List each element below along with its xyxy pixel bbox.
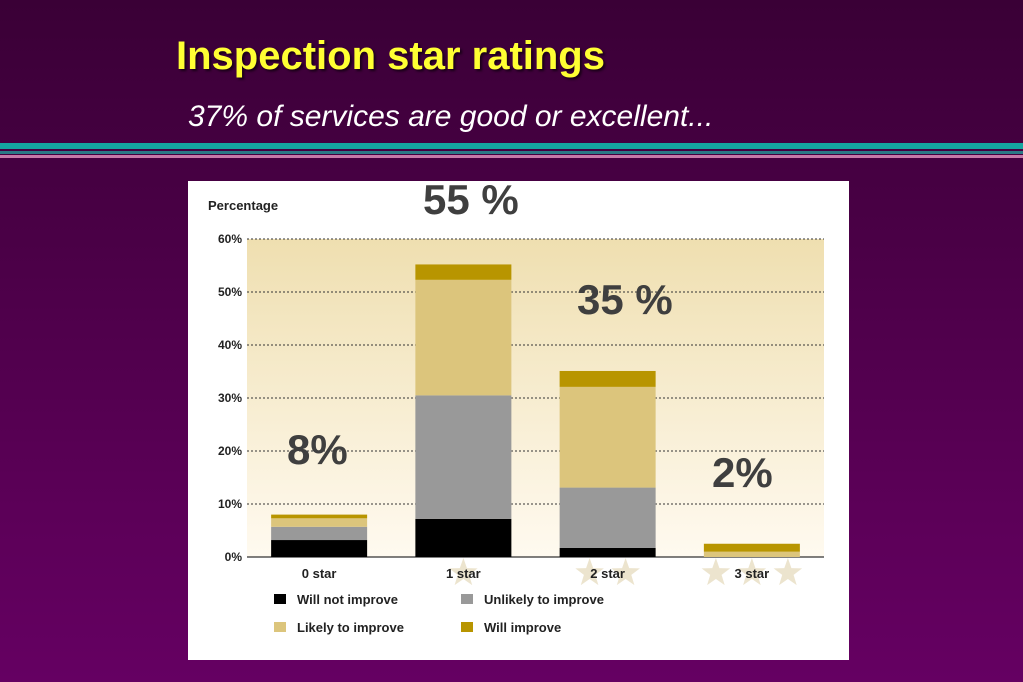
legend-swatch	[274, 622, 286, 632]
legend-swatch	[274, 594, 286, 604]
bar-segment	[271, 518, 368, 527]
star-icon	[737, 558, 767, 586]
bar-segment	[271, 526, 368, 541]
legend-label: Will not improve	[297, 592, 398, 607]
bar-segment	[271, 540, 368, 557]
y-tick-label: 30%	[218, 391, 242, 405]
legend-swatch	[461, 622, 473, 632]
y-tick-label: 40%	[218, 338, 242, 352]
x-tick-label: 3 star	[735, 566, 770, 581]
divider-dark-teal	[0, 151, 1023, 154]
bar-segment	[703, 543, 800, 552]
legend-label: Likely to improve	[297, 620, 404, 635]
y-axis-label: Percentage	[208, 198, 278, 213]
bar-segment	[271, 514, 368, 519]
divider-pink	[0, 155, 1023, 158]
bar-segment	[559, 487, 656, 548]
star-icon	[773, 558, 803, 586]
callout-3-star: 2%	[712, 449, 773, 496]
y-tick-label: 10%	[218, 497, 242, 511]
y-tick-label: 20%	[218, 444, 242, 458]
slide-subtitle: 37% of services are good or excellent...	[188, 100, 714, 133]
bar-segment	[415, 395, 512, 519]
star-icon	[611, 558, 640, 586]
stacked-bar-chart: Percentage 0% 10% 20% 30% 40% 50% 60% 0 star 1 st…	[208, 198, 824, 635]
y-tick-label: 60%	[218, 232, 242, 246]
star-icon	[575, 558, 604, 586]
x-tick-label: 0 star	[302, 566, 337, 581]
bar-segment	[559, 386, 656, 488]
y-tick-label: 50%	[218, 285, 242, 299]
legend-label: Unlikely to improve	[484, 592, 604, 607]
callout-2-star: 35 %	[577, 276, 673, 323]
legend-label: Will improve	[484, 620, 561, 635]
y-tick-label: 0%	[225, 550, 243, 564]
bar-segment	[415, 518, 512, 557]
divider-teal	[0, 143, 1023, 149]
bar-segment	[559, 547, 656, 557]
bar-segment	[703, 551, 800, 557]
slide-title: Inspection star ratings	[176, 34, 605, 78]
star-icon	[449, 558, 478, 586]
callout-0-star: 8%	[287, 426, 348, 473]
bar-segment	[415, 264, 512, 280]
x-tick-label: 2 star	[590, 566, 625, 581]
x-tick-label: 1 star	[446, 566, 481, 581]
legend-swatch	[461, 594, 473, 604]
chart-panel: Percentage 0% 10% 20% 30% 40% 50% 60% 0 star 1 st…	[188, 181, 849, 660]
bar-segment	[415, 279, 512, 396]
bar-segment	[559, 370, 656, 387]
callout-1-star: 55 %	[423, 176, 519, 223]
star-icon	[701, 558, 731, 586]
